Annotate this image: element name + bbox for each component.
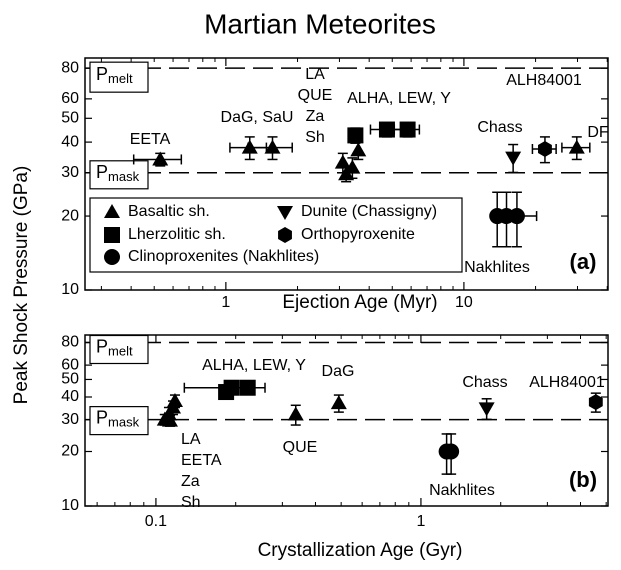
marker — [278, 227, 292, 243]
reference-label-main: P — [96, 336, 108, 356]
reference-label-box — [89, 160, 149, 190]
reference-label-main: P — [96, 162, 108, 182]
annotation: Sh — [181, 494, 201, 511]
annotation: LA — [181, 431, 201, 448]
marker — [166, 393, 183, 408]
chart-title: Martian Meteorites — [204, 8, 436, 39]
marker — [161, 412, 178, 427]
marker — [277, 206, 293, 220]
reference-label: Pmask — [96, 407, 140, 430]
y-tick-label: 80 — [61, 334, 79, 351]
x-axis-label: Ejection Age (Myr) — [282, 292, 437, 313]
y-axis-label: Peak Shock Pressure (GPa) — [11, 166, 32, 405]
reference-label-box — [89, 61, 149, 93]
y-tick-label: 50 — [61, 371, 79, 388]
marker — [104, 204, 120, 218]
x-tick-label: 10 — [455, 294, 473, 311]
marker — [505, 151, 522, 166]
marker — [152, 151, 169, 166]
annotation: LA — [305, 66, 325, 83]
reference-label: Pmask — [96, 162, 140, 185]
panel-label: (b) — [569, 467, 597, 492]
y-tick-label: 20 — [61, 207, 79, 224]
reference-label-main: P — [96, 407, 108, 427]
reference-label-sub: melt — [108, 344, 133, 359]
marker — [104, 227, 120, 243]
marker — [347, 127, 364, 144]
reference-label: Pmelt — [96, 64, 133, 87]
y-tick-label: 60 — [61, 356, 79, 373]
marker — [264, 139, 281, 154]
marker — [588, 394, 603, 411]
annotation: Sh — [305, 129, 325, 146]
legend-box — [89, 197, 463, 273]
marker — [568, 139, 585, 154]
reference-label: Pmelt — [96, 336, 133, 359]
panel-label: (a) — [570, 249, 597, 274]
marker — [223, 379, 240, 396]
reference-label-sub: mask — [108, 415, 140, 430]
marker — [378, 121, 395, 138]
annotation: ALHA, LEW, Y — [202, 357, 306, 374]
marker — [350, 142, 367, 157]
reference-label-main: P — [96, 64, 108, 84]
marker — [241, 139, 258, 154]
annotation: DF — [587, 124, 609, 141]
reference-label-sub: mask — [108, 169, 140, 184]
x-tick-label: 0.1 — [145, 513, 167, 530]
marker — [399, 121, 416, 138]
annotation: ALH84001 — [506, 72, 582, 89]
marker — [443, 443, 460, 460]
legend-label: Orthopyroxenite — [301, 226, 415, 243]
y-tick-label: 50 — [61, 110, 79, 127]
annotation: Nakhlites — [429, 482, 495, 499]
reference-label-sub: melt — [108, 72, 133, 87]
marker — [287, 406, 304, 421]
marker — [239, 379, 256, 396]
plot-frame — [84, 334, 609, 507]
y-tick-label: 80 — [61, 59, 79, 76]
marker — [508, 208, 525, 225]
annotation: ALH84001 — [529, 374, 605, 391]
x-axis-label: Crystallization Age (Gyr) — [258, 540, 463, 561]
marker — [104, 249, 120, 265]
reference-label-box — [89, 406, 149, 436]
y-tick-label: 20 — [61, 443, 79, 460]
annotation: QUE — [298, 87, 333, 104]
marker — [478, 402, 495, 417]
marker — [330, 395, 347, 410]
y-tick-label: 40 — [61, 388, 79, 405]
annotation: DaG, SaU — [221, 109, 294, 126]
legend-label: Lherzolitic sh. — [128, 226, 226, 243]
annotation: ALHA, LEW, Y — [347, 90, 451, 107]
annotation: Nakhlites — [464, 259, 530, 276]
annotation: EETA — [130, 131, 171, 148]
legend-label: Clinoproxenites (Nakhlites) — [128, 248, 319, 265]
reference-label-box — [89, 334, 149, 365]
y-tick-label: 30 — [61, 164, 79, 181]
annotation: EETA — [181, 452, 222, 469]
annotation: Chass — [462, 374, 507, 391]
marker — [538, 140, 552, 157]
y-tick-label: 10 — [61, 281, 79, 298]
y-tick-label: 40 — [61, 133, 79, 150]
annotation: Za — [181, 473, 200, 490]
y-tick-label: 30 — [61, 411, 79, 428]
annotation: Chass — [477, 119, 522, 136]
annotation: QUE — [283, 439, 318, 456]
plot-frame — [84, 57, 609, 291]
legend-label: Basaltic sh. — [128, 203, 210, 220]
marker — [334, 154, 351, 169]
y-tick-label: 10 — [61, 497, 79, 514]
annotation: DaG — [322, 363, 355, 380]
legend-label: Dunite (Chassigny) — [301, 203, 437, 220]
y-tick-label: 60 — [61, 90, 79, 107]
x-tick-label: 1 — [221, 294, 230, 311]
marker — [160, 406, 177, 421]
annotation: Za — [306, 108, 325, 125]
marker — [344, 159, 361, 174]
x-tick-label: 1 — [416, 513, 425, 530]
